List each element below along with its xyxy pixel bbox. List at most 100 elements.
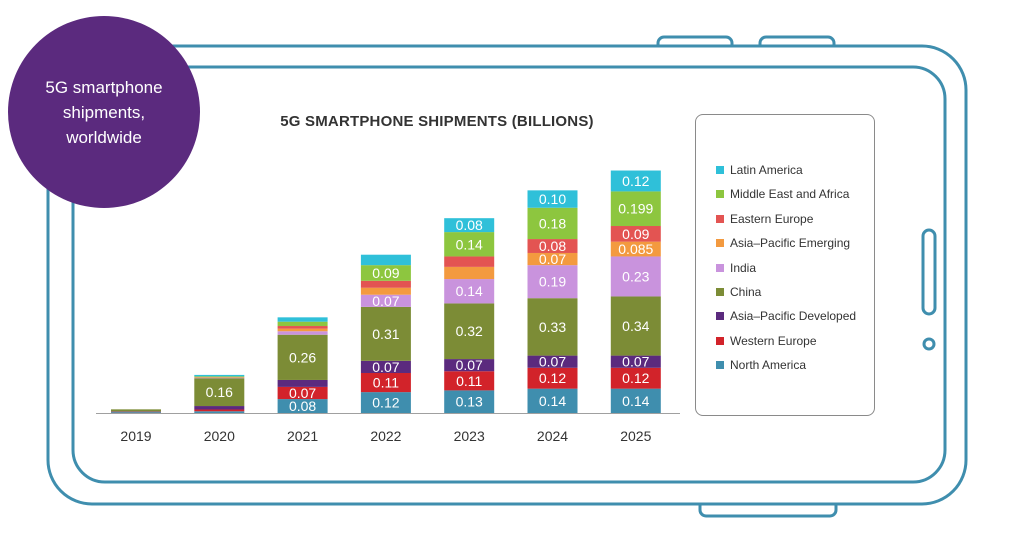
data-label-2025-asia-pacific-developed: 0.07 [622,354,649,370]
data-label-2025-china: 0.34 [622,318,649,334]
x-tick-label-2025: 2025 [620,428,651,444]
bar-2021-latin-america [277,317,328,322]
bar-2021-asia-pacific-developed [277,379,328,387]
x-tick-label-2023: 2023 [454,428,485,444]
legend-swatch-middle-east-and-africa [716,190,724,199]
bar-2023-asia-pacific-emerging [444,266,495,280]
data-label-2022-china: 0.31 [372,326,399,342]
phone-side-slot [921,228,937,316]
bar-2020-china [194,378,245,407]
legend-item-india: India [716,260,756,276]
data-label-2023-western-europe: 0.11 [456,373,482,389]
bar-2025-latin-america [610,170,661,192]
bar-2022-china [360,306,411,361]
bar-2023-asia-pacific-developed [444,359,495,372]
legend-label-asia-pacific-developed: Asia–Pacific Developed [730,309,857,324]
bar-2024-latin-america [527,190,578,208]
data-label-2025-western-europe: 0.12 [622,370,649,386]
data-label-2023-china: 0.32 [456,323,483,339]
bar-2023-middle-east-and-africa [444,232,495,257]
legend-item-middle-east-and-africa: Middle East and Africa [716,186,849,202]
data-label-2021-north-america: 0.08 [289,398,316,414]
bar-2024-asia-pacific-developed [527,355,578,368]
bar-2021-middle-east-and-africa [277,321,328,327]
legend-item-china: China [716,284,761,300]
data-label-2025-asia-pacific-emerging: 0.085 [618,241,653,257]
legend-swatch-india [716,263,724,272]
bar-2022-middle-east-and-africa [360,265,411,281]
x-tick-label-2021: 2021 [287,428,318,444]
legend-swatch-north-america [716,361,724,370]
legend-item-latin-america: Latin America [716,162,803,178]
legend-label-china: China [730,285,762,299]
bar-2023-latin-america [444,218,495,233]
bar-2025-eastern-europe [610,226,661,242]
bar-2019-north-america [111,412,161,413]
legend-swatch-western-europe [716,336,724,345]
bar-2025-north-america [610,388,661,413]
bar-2024-china [527,298,578,356]
legend-label-north-america: North America [730,358,807,373]
data-label-2021-china: 0.26 [289,349,316,365]
data-label-2024-latin-america: 0.10 [539,191,566,207]
title-badge-text: 5G smartphone shipments, worldwide [45,77,163,147]
data-label-2022-western-europe: 0.11 [373,375,399,391]
legend-swatch-eastern-europe [716,214,724,223]
x-tick-label-2024: 2024 [537,428,568,444]
legend-label-middle-east-and-africa: Middle East and Africa [730,187,850,202]
bar-2024-middle-east-and-africa [527,207,578,240]
legend-swatch-latin-america [716,166,724,174]
data-label-2025-middle-east-and-africa: 0.199 [618,201,653,217]
bar-2022-latin-america [360,254,411,266]
data-label-2023-india: 0.14 [456,283,483,299]
bar-2024-western-europe [527,367,578,389]
bar-2025-middle-east-and-africa [610,191,661,227]
data-label-2021-western-europe: 0.07 [289,385,316,401]
bar-2023-western-europe [444,371,495,391]
bar-2025-western-europe [610,367,661,389]
data-label-2024-eastern-europe: 0.08 [539,238,566,254]
data-label-2024-asia-pacific-emerging: 0.07 [539,251,566,267]
bar-2024-india [527,265,578,299]
bar-2022-eastern-europe [360,280,411,288]
data-label-2022-north-america: 0.12 [372,395,399,411]
data-label-2025-eastern-europe: 0.09 [622,226,649,242]
bar-2021-china [277,334,328,380]
data-label-2024-china: 0.33 [539,319,566,335]
bar-2022-india [360,294,411,307]
bar-2023-north-america [444,390,495,413]
data-label-2024-middle-east-and-africa: 0.18 [539,215,566,231]
x-tick-label-2019: 2019 [120,428,151,444]
bar-2020-middle-east-and-africa [194,376,245,378]
bar-2021-india [277,331,328,335]
bar-2025-asia-pacific-developed [610,355,661,368]
bar-2021-eastern-europe [277,326,328,329]
x-tick-label-2022: 2022 [370,428,401,444]
bar-2025-china [610,296,661,356]
bar-2021-asia-pacific-emerging [277,328,328,332]
legend-label-latin-america: Latin America [730,163,803,177]
title-badge: 5G smartphone shipments, worldwide [8,16,200,208]
data-label-2024-india: 0.19 [539,274,566,290]
bar-2023-india [444,279,495,304]
legend-label-western-europe: Western Europe [730,333,817,348]
legend-swatch-asia-pacific-developed [716,312,724,321]
data-label-2022-middle-east-and-africa: 0.09 [372,265,399,281]
bar-2021-north-america [277,399,328,413]
data-label-2023-asia-pacific-developed: 0.07 [456,357,483,373]
data-label-2025-india: 0.23 [622,268,649,284]
legend-item-western-europe: Western Europe [716,333,817,349]
legend-item-eastern-europe: Eastern Europe [716,211,813,227]
bar-2022-asia-pacific-developed [360,360,411,373]
data-label-2024-north-america: 0.14 [539,393,566,409]
bar-2022-north-america [360,392,411,413]
bar-2020-western-europe [194,409,245,412]
bar-2021-western-europe [277,386,328,400]
bar-2024-north-america [527,388,578,413]
bar-2020-asia-pacific-developed [194,406,245,410]
chart-legend: Latin America Middle East and Africa Easte… [695,114,875,416]
legend-label-india: India [730,260,757,275]
legend-label-eastern-europe: Eastern Europe [730,211,814,226]
data-label-2024-western-europe: 0.12 [539,370,566,386]
